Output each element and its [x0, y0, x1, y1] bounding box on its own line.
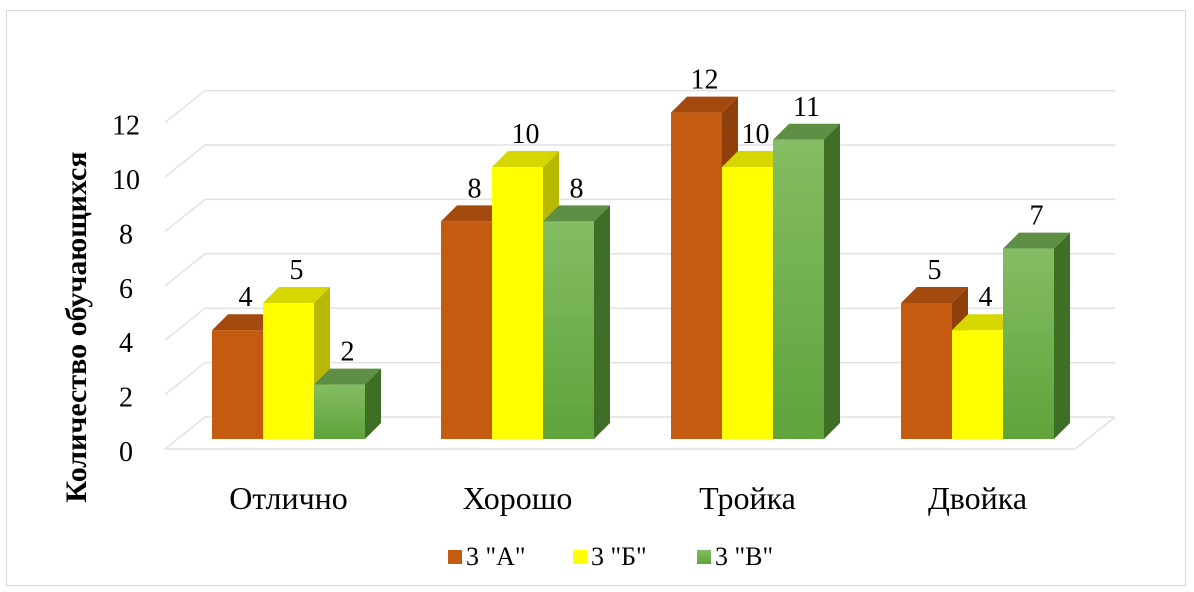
bars	[212, 96, 1070, 440]
y-tick-label: 10	[112, 165, 140, 196]
legend-label: 3 "Б"	[591, 542, 647, 571]
data-label: 8	[570, 173, 584, 204]
x-tick-label: Двойка	[928, 480, 1027, 516]
data-label: 5	[928, 255, 942, 286]
legend-swatch	[697, 550, 711, 564]
gridline-diagonal	[164, 144, 206, 178]
data-label: 4	[979, 282, 993, 313]
bar	[671, 112, 722, 439]
data-label: 4	[239, 282, 253, 313]
y-tick-label: 2	[119, 383, 133, 414]
data-labels: 4 8 12 5 5 10 10 4 2 8 11 7	[239, 65, 1044, 368]
floor-line-side	[1074, 416, 1116, 450]
x-tick-label: Хорошо	[463, 480, 573, 516]
bar-side	[824, 123, 840, 440]
legend-item: 3 "Б"	[573, 542, 647, 571]
legend-item: 3 "А"	[448, 542, 526, 571]
bar	[441, 221, 492, 439]
x-axis-ticks: Отлично Хорошо Тройка Двойка	[229, 480, 1027, 516]
bar	[773, 139, 824, 440]
data-label: 10	[742, 119, 770, 150]
bar-side	[365, 368, 381, 439]
y-tick-label: 6	[119, 274, 133, 305]
bar-top	[1003, 232, 1070, 249]
data-label: 11	[793, 92, 820, 123]
bar-top	[773, 123, 840, 140]
y-tick-label: 0	[119, 437, 133, 468]
bar-top	[441, 205, 508, 222]
bar	[722, 167, 773, 439]
x-tick-label: Тройка	[699, 480, 796, 516]
data-label: 5	[290, 255, 304, 286]
gridline-diagonal	[164, 90, 206, 124]
gridline-diagonal	[164, 362, 206, 396]
bar-top	[901, 287, 968, 303]
bar-top	[212, 314, 279, 331]
y-tick-label: 12	[112, 111, 140, 142]
legend-swatch	[573, 550, 587, 564]
gridline-diagonal	[164, 198, 206, 232]
bar-top	[952, 314, 1019, 331]
bar-top	[671, 96, 738, 113]
bar	[901, 303, 952, 439]
legend: 3 "А" 3 "Б" 3 "В"	[448, 542, 773, 571]
gridline-diagonal	[164, 416, 206, 450]
bar	[263, 303, 314, 439]
bar	[492, 167, 543, 439]
data-label: 12	[691, 65, 719, 96]
bar-top	[543, 205, 610, 222]
bar	[1003, 248, 1054, 439]
data-label: 8	[468, 173, 482, 204]
bar-top	[314, 368, 381, 385]
bar-top	[492, 151, 559, 167]
bar	[212, 330, 263, 439]
data-label: 2	[341, 337, 355, 368]
legend-item: 3 "В"	[697, 542, 773, 571]
legend-label: 3 "В"	[715, 542, 773, 571]
bar	[314, 384, 365, 439]
y-axis-label: Количество обучающихся	[60, 151, 93, 502]
legend-swatch	[448, 550, 462, 564]
y-axis-ticks: 0 2 4 6 8 10 12	[112, 111, 140, 468]
bar-side	[594, 205, 610, 439]
y-tick-label: 4	[119, 328, 133, 359]
bar-side	[1054, 232, 1070, 439]
bar-top	[722, 151, 789, 167]
gridline-diagonal	[164, 307, 206, 341]
y-tick-label: 8	[119, 219, 133, 250]
legend-label: 3 "А"	[466, 542, 526, 571]
bar	[952, 330, 1003, 439]
data-label: 10	[512, 119, 540, 150]
data-label: 7	[1030, 201, 1044, 232]
x-tick-label: Отлично	[229, 480, 348, 516]
gridline-diagonal	[164, 253, 206, 287]
bar	[543, 221, 594, 439]
bar-top	[263, 287, 330, 303]
